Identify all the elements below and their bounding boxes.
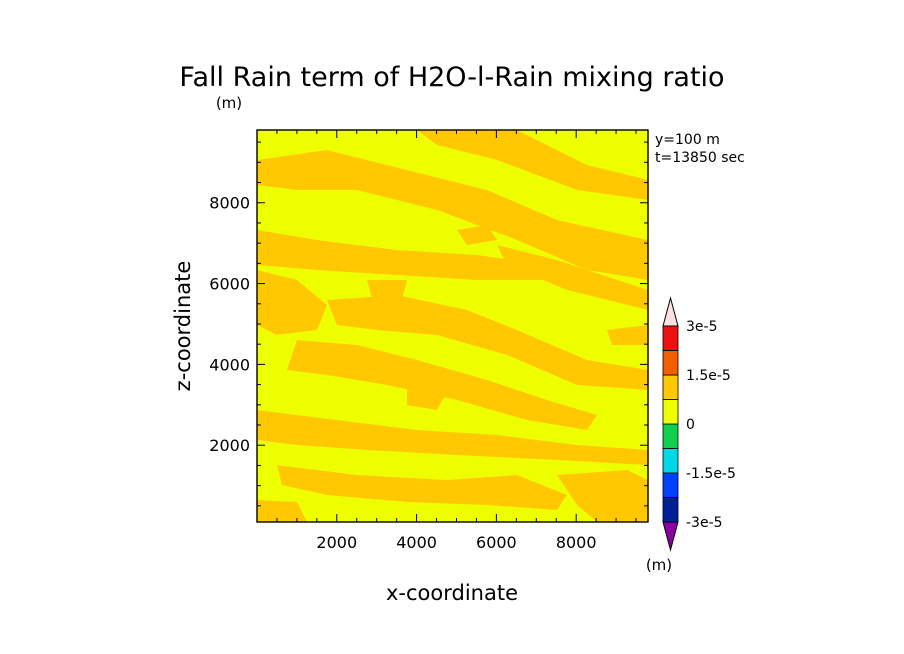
colorbar-bottom-arrow [662, 521, 679, 552]
orange-band-13 [367, 280, 407, 300]
colorbar-segment [662, 374, 679, 400]
chart-title: Fall Rain term of H2O-l-Rain mixing rati… [179, 62, 724, 93]
colorbar-unit-label: (m) [646, 556, 672, 574]
orange-bands [257, 130, 648, 522]
info-t: t=13850 sec [655, 150, 745, 166]
orange-band-1 [257, 150, 648, 280]
orange-band-14 [607, 325, 648, 345]
colorbar-tick-label: -3e-5 [686, 515, 723, 531]
colorbar-top-arrow [662, 296, 679, 327]
colorbar-segment [662, 399, 679, 425]
colorbar-tick-label: 1.5e-5 [686, 368, 731, 384]
colorbar-segment [662, 472, 679, 498]
y-axis-ticks: 2000 4000 6000 8000 [209, 141, 648, 507]
colorbar-segment [662, 325, 679, 351]
colorbar: 3e-5 1.5e-5 0 -1.5e-5 -3e-5 [662, 296, 736, 552]
colorbar-tick-label: 0 [686, 417, 695, 433]
x-tick-label: 4000 [396, 533, 437, 552]
colorbar-tick-label: -1.5e-5 [686, 466, 736, 482]
y-tick-label: 8000 [209, 194, 250, 213]
orange-band-15 [407, 390, 447, 410]
x-axis-label: x-coordinate [386, 581, 518, 605]
orange-band-6 [327, 295, 648, 390]
y-tick-label: 4000 [209, 355, 250, 374]
x-tick-label: 2000 [316, 533, 357, 552]
plot-area: 2000 4000 6000 8000 2000 4000 6000 8000 [209, 129, 649, 552]
orange-band-12 [457, 225, 497, 245]
orange-band-8 [257, 410, 648, 465]
colorbar-segment [662, 497, 679, 523]
colorbar-segment [662, 350, 679, 376]
info-y: y=100 m [655, 132, 720, 148]
orange-band-9 [277, 465, 567, 510]
orange-band-10 [557, 470, 648, 522]
y-tick-label: 6000 [209, 275, 250, 294]
colorbar-segment [662, 448, 679, 474]
units-label: (m) [216, 94, 242, 112]
orange-band-2 [417, 130, 648, 200]
orange-band-5 [257, 270, 327, 335]
x-tick-label: 6000 [476, 533, 517, 552]
y-tick-label: 2000 [209, 436, 250, 455]
colorbar-tick-label: 3e-5 [686, 319, 717, 335]
x-axis-ticks: 2000 4000 6000 8000 [256, 130, 637, 552]
x-tick-label: 8000 [556, 533, 597, 552]
colorbar-segment [662, 423, 679, 449]
orange-band-4 [257, 230, 557, 280]
y-axis-label: z-coordinate [171, 261, 195, 392]
orange-band-3 [497, 245, 648, 310]
orange-band-7 [287, 340, 597, 430]
plot-frame [256, 129, 649, 523]
orange-band-11 [257, 500, 307, 522]
